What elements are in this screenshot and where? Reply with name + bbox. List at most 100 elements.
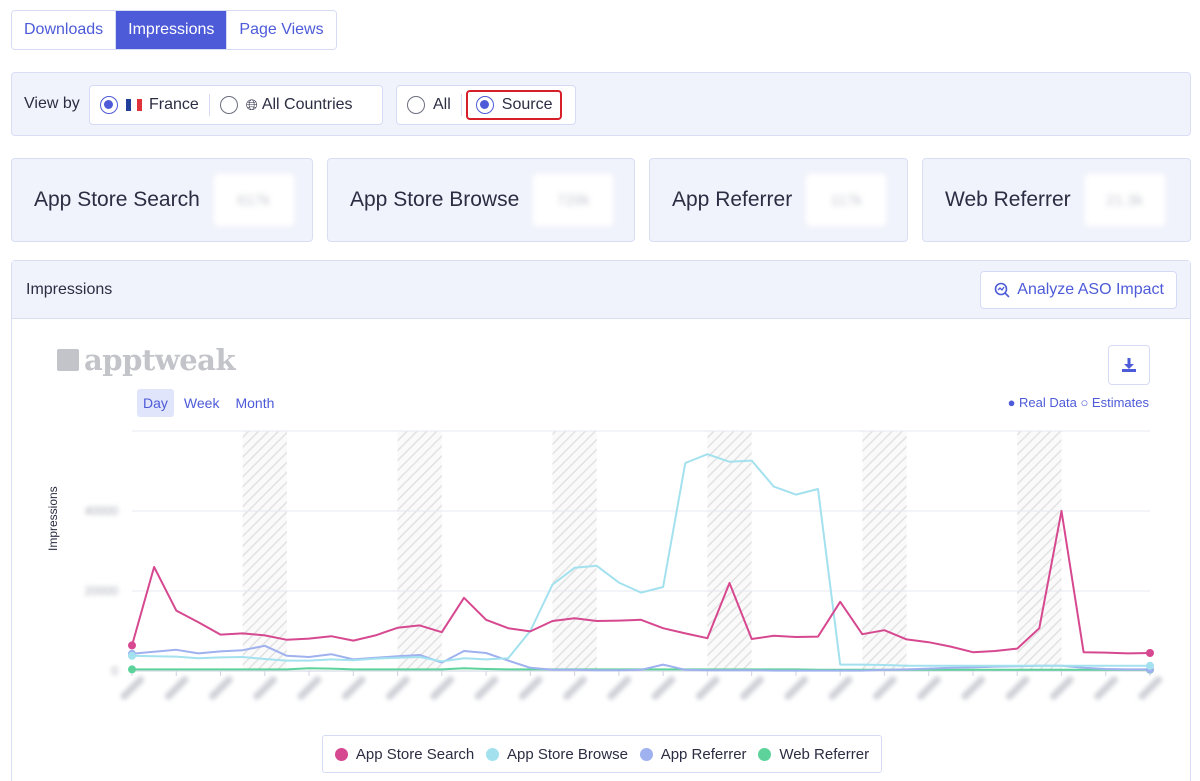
radio-all-indicator[interactable] — [407, 96, 425, 114]
radio-france-label: France — [149, 96, 199, 113]
kpi-label: App Store Search — [34, 188, 200, 211]
legend-dot — [639, 747, 653, 761]
x-tick-label-blurred — [430, 676, 455, 700]
kpi-value-blurred: 117k — [806, 174, 887, 226]
kpi-card-app-referrer: App Referrer 117k — [649, 158, 908, 242]
country-radio-group: France 🌐︎ All Countries — [89, 85, 383, 125]
analyze-icon — [994, 282, 1010, 298]
y-tick-label: 20000 — [85, 584, 119, 598]
x-tick-label-blurred — [828, 676, 853, 700]
legend-item-app-store-browse[interactable]: App Store Browse — [486, 746, 628, 763]
impressions-chart: 0 20000 40000 — [85, 430, 1163, 700]
series-start-point — [128, 665, 136, 674]
x-tick-label-blurred — [474, 676, 499, 700]
panel-title: Impressions — [26, 281, 113, 298]
x-tick-label-blurred — [563, 676, 587, 700]
mode-radio-group: All Source — [396, 85, 576, 125]
x-tick-label-blurred — [961, 676, 986, 700]
impressions-panel: Impressions Analyze ASO Impact apptweak … — [11, 260, 1191, 781]
kpi-card-app-store-search: App Store Search 617k — [11, 158, 313, 242]
x-tick-label-blurred — [1005, 676, 1030, 700]
kpi-value-blurred: 21.3k — [1084, 174, 1165, 226]
period-day[interactable]: Day — [137, 389, 174, 417]
weekend-band-1 — [242, 431, 287, 671]
x-tick-label-blurred — [917, 676, 941, 700]
analyze-aso-impact-button[interactable]: Analyze ASO Impact — [980, 271, 1177, 309]
separator — [208, 94, 210, 116]
panel-header: Impressions Analyze ASO Impact — [12, 261, 1190, 319]
radio-all[interactable]: All — [397, 86, 461, 124]
radio-all-countries-indicator[interactable] — [219, 96, 238, 114]
analyze-aso-impact-label: Analyze ASO Impact — [1017, 281, 1164, 298]
view-by-label: View by — [24, 95, 80, 112]
tab-impressions[interactable]: Impressions — [116, 11, 228, 49]
x-tick-label-blurred — [872, 676, 897, 700]
weekend-band-2 — [397, 431, 442, 671]
x-tick-label-blurred — [695, 676, 720, 700]
x-tick-label-blurred — [209, 676, 233, 700]
x-tick-label-blurred — [651, 676, 676, 700]
radio-all-countries-label: All Countries — [261, 96, 353, 113]
legend-dot — [486, 747, 500, 761]
legend-item-web-referrer[interactable]: Web Referrer — [758, 746, 869, 763]
legend-dot — [758, 747, 772, 761]
kpi-card-app-store-browse: App Store Browse 729k — [327, 158, 635, 242]
series-start-point — [128, 651, 136, 660]
legend-item-app-store-search[interactable]: App Store Search — [334, 746, 474, 763]
legend-dot — [334, 747, 348, 761]
radio-france[interactable]: France — [90, 86, 209, 124]
x-tick-label-blurred — [1049, 676, 1074, 700]
legend-label: App Referrer — [660, 745, 747, 763]
tab-downloads[interactable]: Downloads — [12, 11, 117, 49]
radio-all-countries[interactable]: 🌐︎ All Countries — [210, 86, 363, 124]
x-tick-label-blurred — [253, 676, 277, 700]
radio-france-indicator[interactable] — [100, 96, 118, 114]
series-start-point — [128, 641, 136, 650]
y-axis-title: Impressions — [46, 486, 60, 551]
radio-all-label: All — [433, 96, 451, 113]
period-week[interactable]: Week — [183, 395, 220, 411]
x-tick-label-blurred — [386, 676, 410, 700]
radio-source[interactable]: Source — [465, 90, 563, 120]
kpi-label: Web Referrer — [945, 188, 1071, 211]
apptweak-logo: apptweak — [57, 343, 236, 377]
x-tick-label-blurred — [1138, 676, 1163, 700]
x-tick-label-blurred — [518, 676, 543, 700]
apptweak-logo-icon — [57, 349, 79, 371]
legend-item-app-referrer[interactable]: App Referrer — [639, 745, 747, 763]
weekend-band-3 — [552, 431, 597, 671]
series-line-app-store-search — [131, 510, 1151, 655]
x-tick-label-blurred — [297, 676, 322, 700]
kpi-value-blurred: 617k — [213, 174, 294, 226]
series-line-app-store-browse — [131, 453, 1150, 667]
globe-icon: 🌐︎ — [245, 96, 258, 114]
legend-label: Web Referrer — [779, 745, 870, 763]
view-by-bar: View by France 🌐︎ All Countries All Sour… — [11, 72, 1191, 136]
separator — [460, 94, 462, 116]
x-tick-label-blurred — [341, 676, 366, 700]
kpi-label: App Referrer — [672, 188, 793, 211]
weekend-band-5 — [862, 431, 907, 671]
x-tick-label-blurred — [1094, 676, 1118, 700]
period-selector: Day Week Month — [137, 389, 280, 417]
series-line-app-referrer — [131, 644, 1150, 672]
weekend-band-4 — [707, 431, 752, 671]
real-data-estimates-legend: ● Real Data ○ Estimates — [1007, 395, 1149, 410]
download-icon — [1122, 358, 1136, 372]
tab-page-views[interactable]: Page Views — [227, 11, 336, 49]
kpi-value-blurred: 729k — [533, 174, 614, 226]
radio-source-label: Source — [501, 96, 553, 113]
x-tick-label-blurred — [120, 676, 145, 700]
kpi-card-web-referrer: Web Referrer 21.3k — [922, 158, 1191, 242]
france-flag-icon — [126, 99, 142, 111]
legend-label: App Store Browse — [507, 745, 628, 763]
series-end-point — [1146, 649, 1154, 657]
period-month[interactable]: Month — [235, 395, 275, 411]
apptweak-logo-text: apptweak — [84, 343, 236, 377]
x-tick-label-blurred — [784, 676, 809, 700]
download-button[interactable] — [1108, 345, 1150, 385]
chart-legend: App Store Search App Store Browse App Re… — [322, 735, 882, 773]
radio-source-indicator[interactable] — [475, 96, 494, 114]
x-tick-label-blurred — [164, 676, 189, 700]
series-end-point — [1146, 661, 1154, 670]
